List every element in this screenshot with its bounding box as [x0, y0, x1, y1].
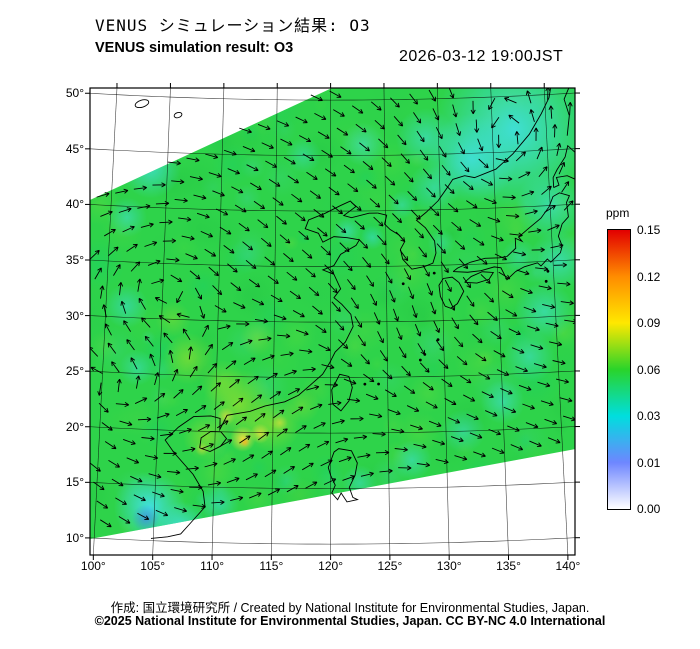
colorbar-tick-label: 0.03 — [637, 409, 661, 423]
colorbar-unit-label: ppm — [606, 206, 630, 220]
timestamp: 2026-03-12 19:00JST — [399, 48, 564, 65]
map-canvas — [80, 78, 585, 570]
title-japanese: VENUS シミュレーション結果: O3 — [95, 16, 371, 35]
colorbar-tick-label: 0.01 — [637, 455, 661, 470]
colorbar-tick-label: 0.15 — [637, 223, 661, 237]
colorbar-tick-label: 0.09 — [637, 316, 661, 330]
colorbar-gradient — [607, 229, 631, 510]
colorbar-tick-label: 0.12 — [637, 269, 661, 284]
title-english: VENUS simulation result: O3 — [95, 40, 294, 56]
colorbar-tick-label: 0.06 — [637, 362, 661, 377]
copyright-line: ©2025 National Institute for Environment… — [94, 614, 606, 628]
credit-line: 作成: 国立環境研究所 / Created by National Instit… — [110, 601, 590, 615]
colorbar-tick-labels: 0.15 0.12 0.09 0.06 0.03 0.01 0.00 — [637, 223, 679, 516]
colorbar-tick-label: 0.00 — [637, 502, 661, 516]
